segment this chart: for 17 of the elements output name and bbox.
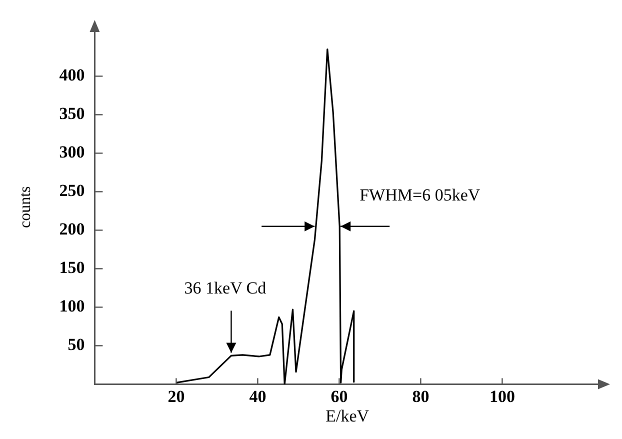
y-tick-label: 400 xyxy=(59,66,85,85)
y-tick-label: 350 xyxy=(59,104,85,124)
annotation: 36 1keV Cd xyxy=(184,278,267,298)
y-axis-title: counts xyxy=(16,186,34,228)
y-tick-label: 50 xyxy=(68,335,85,354)
y-tick-label: 100 xyxy=(59,296,85,316)
x-tick-label: 40 xyxy=(249,386,266,406)
y-tick-label: 250 xyxy=(59,181,85,200)
y-tick-label: 150 xyxy=(59,258,85,278)
annotation: FWHM=6 05keV xyxy=(360,185,481,204)
y-tick-label: 200 xyxy=(59,220,85,239)
x-tick-label: 80 xyxy=(412,386,430,406)
x-tick-label: 60 xyxy=(330,386,348,406)
x-tick-label: 100 xyxy=(489,386,515,406)
y-tick-label: 300 xyxy=(59,142,85,162)
x-axis-title: E/keV xyxy=(326,406,370,426)
x-tick-label: 20 xyxy=(168,386,185,406)
